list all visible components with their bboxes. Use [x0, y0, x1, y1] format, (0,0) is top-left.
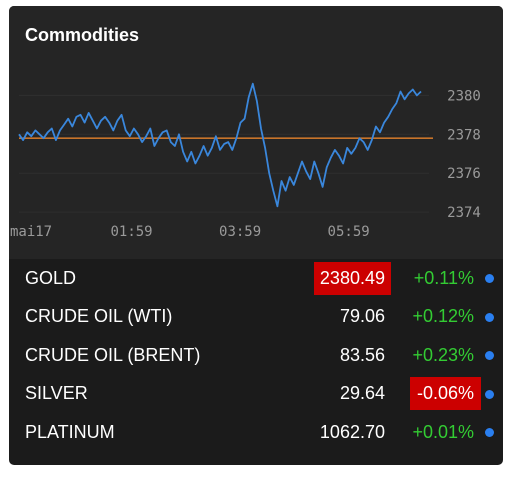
status-dot-icon — [485, 428, 494, 438]
commodity-price: 2380.49 — [313, 261, 391, 295]
commodity-change: +0.11% — [413, 267, 474, 288]
commodity-change: -0.06% — [409, 377, 481, 411]
y-tick-label: 2378 — [447, 127, 481, 143]
commodity-price: 83.56 — [339, 344, 385, 365]
commodities-list: GOLD 2380.49 +0.11% CRUDE OIL (WTI) 79.0… — [9, 259, 503, 452]
commodity-price: 79.06 — [339, 306, 385, 327]
y-tick-label: 2376 — [447, 166, 481, 182]
commodity-change: +0.23% — [412, 344, 474, 365]
status-dot-icon — [485, 389, 494, 399]
commodity-row-crude-oil-wti[interactable]: CRUDE OIL (WTI) 79.06 +0.12% — [9, 298, 503, 337]
commodity-name: CRUDE OIL (WTI) — [25, 306, 173, 327]
commodity-price: 29.64 — [339, 383, 385, 404]
series-line — [18, 82, 422, 208]
commodity-change: +0.01% — [412, 421, 474, 442]
commodity-row-gold[interactable]: GOLD 2380.49 +0.11% — [9, 259, 503, 298]
widget-title: Commodities — [25, 24, 140, 45]
commodity-change: +0.12% — [412, 306, 474, 327]
commodity-row-silver[interactable]: SILVER 29.64 -0.06% — [9, 375, 503, 414]
commodity-name: CRUDE OIL (BRENT) — [25, 344, 201, 365]
x-tick-label: mai17 — [10, 224, 52, 240]
commodity-name: GOLD — [25, 267, 77, 288]
y-tick-label: 2380 — [447, 88, 481, 104]
price-chart[interactable]: 2380 2378 2376 2374 mai17 01:59 03:59 05:59 — [9, 68, 503, 259]
y-tick-label: 2374 — [447, 205, 481, 221]
commodities-widget: Commodities 2380 2378 2376 2374 mai17 01:59 03… — [9, 6, 503, 465]
status-dot-icon — [485, 312, 494, 322]
commodity-row-platinum[interactable]: PLATINUM 1062.70 +0.01% — [9, 413, 503, 452]
x-tick-label: 01:59 — [110, 224, 152, 240]
x-tick-label: 03:59 — [219, 224, 261, 240]
commodity-name: SILVER — [25, 383, 88, 404]
status-dot-icon — [485, 274, 494, 284]
price-chart-area[interactable]: 2380 2378 2376 2374 mai17 01:59 03:59 05:59 — [9, 68, 503, 259]
status-dot-icon — [485, 351, 494, 361]
widget-header: Commodities — [9, 6, 503, 68]
commodity-row-crude-oil-brent[interactable]: CRUDE OIL (BRENT) 83.56 +0.23% — [9, 336, 503, 375]
x-tick-label: 05:59 — [328, 224, 370, 240]
commodity-price: 1062.70 — [319, 421, 385, 442]
commodity-name: PLATINUM — [25, 421, 115, 442]
